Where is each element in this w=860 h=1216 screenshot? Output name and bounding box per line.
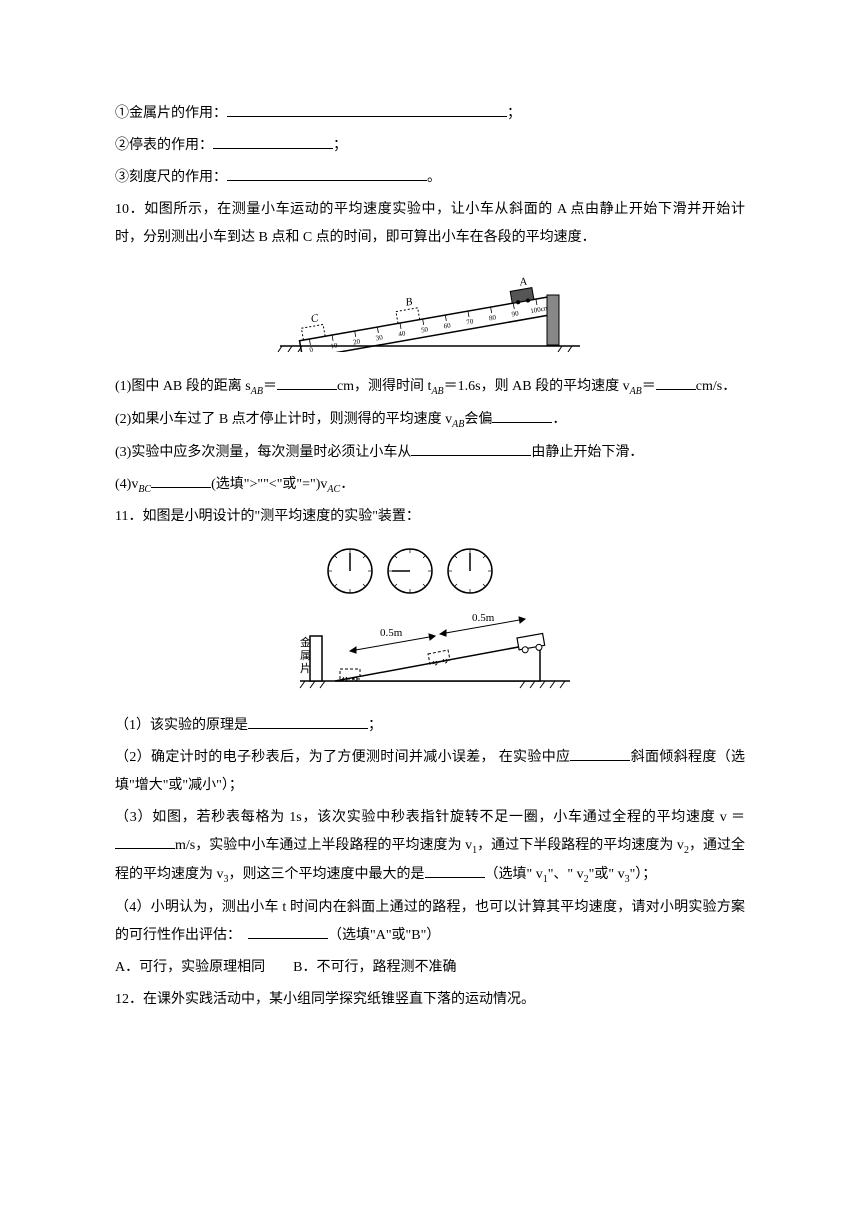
q11-figure: 金 属 片 0.5m 0.5m	[115, 541, 745, 702]
q12-intro: 12．在课外实践活动中，某小组同学探究纸锥竖直下落的运动情况。	[115, 986, 745, 1014]
text: （3）如图，若秒表每格为 1s，该次实验中秒表指针旋转不足一圈，小车通过全程的平…	[115, 810, 745, 825]
text: ，通过下半段路程的平均速度为 v	[477, 838, 684, 853]
text: (4)v	[115, 477, 138, 492]
q11-intro: 11．如图是小明设计的"测平均速度的实验"装置：	[115, 503, 745, 531]
text: ，则这三个平均速度中最大的是	[229, 867, 425, 882]
svg-text:0.5m: 0.5m	[380, 627, 403, 639]
svg-text:C: C	[310, 312, 320, 325]
svg-text:属: 属	[300, 649, 311, 662]
ruler-ramp-diagram: 0 10 20 30 40 50 60 70 80 90 100cm	[270, 262, 590, 352]
blank	[570, 747, 630, 761]
blank	[115, 835, 175, 849]
text: "或" v	[589, 867, 625, 882]
q10-figure: 0 10 20 30 40 50 60 70 80 90 100cm	[115, 262, 745, 363]
sub: BC	[138, 483, 151, 494]
blank	[277, 376, 337, 390]
text: ．	[552, 412, 566, 427]
clocks-ramp-diagram: 金 属 片 0.5m 0.5m	[280, 541, 580, 691]
text: ；	[368, 718, 382, 733]
q11-p1: （1）该实验的原理是 ；	[115, 712, 745, 740]
sub: AB	[431, 386, 443, 397]
q9-line2-prefix: ②停表的作用：	[115, 138, 213, 153]
blank	[411, 442, 531, 456]
q11-p3: （3）如图，若秒表每格为 1s，该次实验中秒表指针旋转不足一圈，小车通过全程的平…	[115, 804, 745, 890]
blank	[151, 474, 211, 488]
q11-p4: （4）小明认为，测出小车 t 时间内在斜面上通过的路程，也可以计算其平均速度，请…	[115, 894, 745, 950]
sub: AB	[452, 419, 464, 430]
text: m/s，实验中小车通过上半段路程的平均速度为 v	[175, 838, 472, 853]
text: ．	[340, 477, 354, 492]
blank	[227, 167, 427, 181]
text: (3)实验中应多次测量，每次测量时必须让小车从	[115, 445, 411, 460]
q10-p1: (1)图中 AB 段的距离 sAB＝cm，测得时间 tAB＝1.6s，则 AB …	[115, 373, 745, 402]
text: "、" v	[548, 867, 584, 882]
svg-text:A: A	[518, 276, 528, 289]
q9-line3: ③刻度尺的作用： 。	[115, 164, 745, 192]
text: （1）该实验的原理是	[115, 718, 248, 733]
text: （选填"A"或"B"）	[328, 928, 440, 943]
q10-p3: (3)实验中应多次测量，每次测量时必须让小车从 由静止开始下滑．	[115, 439, 745, 467]
q9-line3-suffix: 。	[427, 170, 441, 185]
blank	[248, 925, 328, 939]
blank	[227, 103, 507, 117]
sub: AC	[327, 483, 340, 494]
q9-line3-prefix: ③刻度尺的作用：	[115, 170, 227, 185]
option-a: A．可行，实验原理相同	[115, 960, 265, 975]
text: 会偏	[464, 412, 492, 427]
q9-line1-suffix: ；	[507, 106, 521, 121]
blank	[248, 715, 368, 729]
sub: AB	[630, 386, 642, 397]
svg-text:片: 片	[300, 662, 311, 675]
text: ＝1.6s，则 AB 段的平均速度 v	[444, 379, 630, 394]
q9-line2-suffix: ；	[333, 138, 347, 153]
q9-line1: ①金属片的作用： ；	[115, 100, 745, 128]
text: ＝	[263, 379, 277, 394]
svg-text:金: 金	[300, 635, 311, 649]
text: cm，测得时间 t	[337, 379, 432, 394]
q10-p4: (4)vBC (选填">""<"或"=")vAC．	[115, 471, 745, 500]
q10-intro: 10．如图所示，在测量小车运动的平均速度实验中，让小车从斜面的 A 点由静止开始…	[115, 196, 745, 252]
text: （2）确定计时的电子秒表后，为了方便测时间并减小误差， 在实验中应	[115, 750, 570, 765]
svg-text:0.5m: 0.5m	[472, 612, 495, 624]
blank	[656, 376, 696, 390]
text: （选填" v	[485, 867, 543, 882]
text: "）；	[630, 867, 657, 882]
q11-options: A．可行，实验原理相同 B．不可行，路程测不准确	[115, 954, 745, 982]
text: (1)图中 AB 段的距离 s	[115, 379, 251, 394]
text: (选填">""<"或"=")v	[211, 477, 327, 492]
option-b: B．不可行，路程测不准确	[293, 960, 456, 975]
document-content: ①金属片的作用： ； ②停表的作用： ； ③刻度尺的作用： 。 10．如图所示，在测量…	[115, 100, 745, 1014]
q10-p2: (2)如果小车过了 B 点才停止计时，则测得的平均速度 vAB会偏 ．	[115, 406, 745, 435]
text: ＝	[642, 379, 656, 394]
svg-text:B: B	[405, 296, 414, 309]
blank	[213, 135, 333, 149]
q9-line1-prefix: ①金属片的作用：	[115, 106, 227, 121]
text: (2)如果小车过了 B 点才停止计时，则测得的平均速度 v	[115, 412, 452, 427]
text: cm/s．	[696, 379, 736, 394]
sub: AB	[251, 386, 263, 397]
blank	[492, 409, 552, 423]
q9-line2: ②停表的作用： ；	[115, 132, 745, 160]
blank	[425, 864, 485, 878]
q11-p2: （2）确定计时的电子秒表后，为了方便测时间并减小误差， 在实验中应斜面倾斜程度（…	[115, 744, 745, 800]
text: 由静止开始下滑．	[531, 445, 643, 460]
